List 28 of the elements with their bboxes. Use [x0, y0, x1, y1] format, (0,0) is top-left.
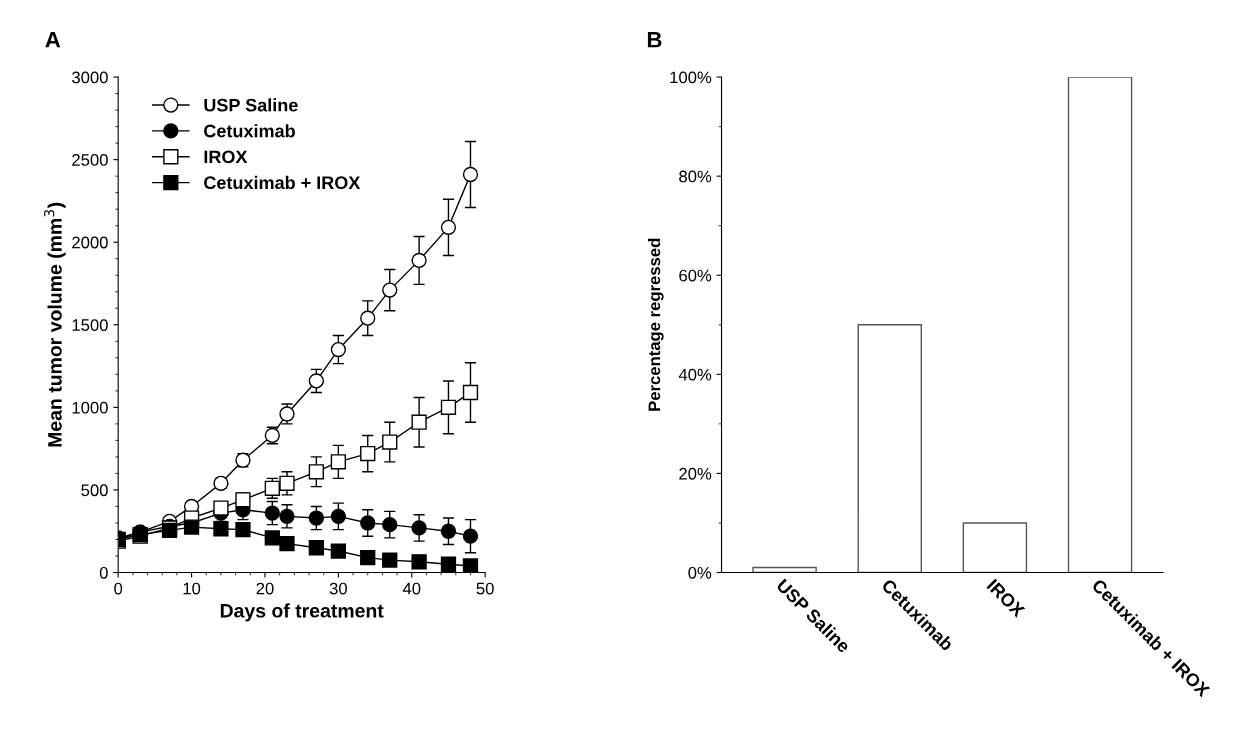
y-tick-label: 1500 — [72, 319, 108, 331]
text: B — [647, 32, 662, 48]
text: A — [45, 32, 61, 48]
y-axis-title: Percentage regressed — [648, 238, 664, 411]
y-tick-label: 2000 — [72, 236, 108, 249]
y-tick-label: 80% — [679, 170, 712, 183]
legend-label: Cetuximab — [204, 124, 295, 138]
y-tick-label: 100% — [670, 71, 712, 84]
y-tick-label: 3000 — [72, 71, 108, 84]
y-tick-label: 1000 — [72, 401, 108, 414]
legend-label: USP Saline — [204, 98, 298, 112]
legend-label: Cetuximab + IROX — [204, 175, 361, 190]
x-tick-label: 20 — [256, 582, 274, 595]
y-tick-label: 20% — [679, 467, 712, 480]
y-tick-label: 0% — [688, 566, 712, 579]
x-tick-label: 0 — [114, 582, 123, 595]
x-tick-label: 10 — [183, 582, 201, 595]
y-tick-label: 2500 — [72, 154, 108, 166]
x-tick-label: 30 — [329, 582, 347, 595]
x-tick-label: 50 — [476, 582, 494, 595]
legend-label: IROX — [204, 150, 248, 164]
x-tick-label: 40 — [402, 582, 421, 595]
x-axis-title: Days of treatment — [220, 603, 384, 622]
y-tick-label: 40% — [678, 368, 712, 381]
y-tick-label: 0 — [99, 566, 108, 579]
y-tick-label: 500 — [81, 484, 108, 497]
y-tick-label: 60% — [679, 269, 712, 282]
y-axis-title: Mean tumor volume (mm$^{3}$) — [44, 202, 66, 447]
